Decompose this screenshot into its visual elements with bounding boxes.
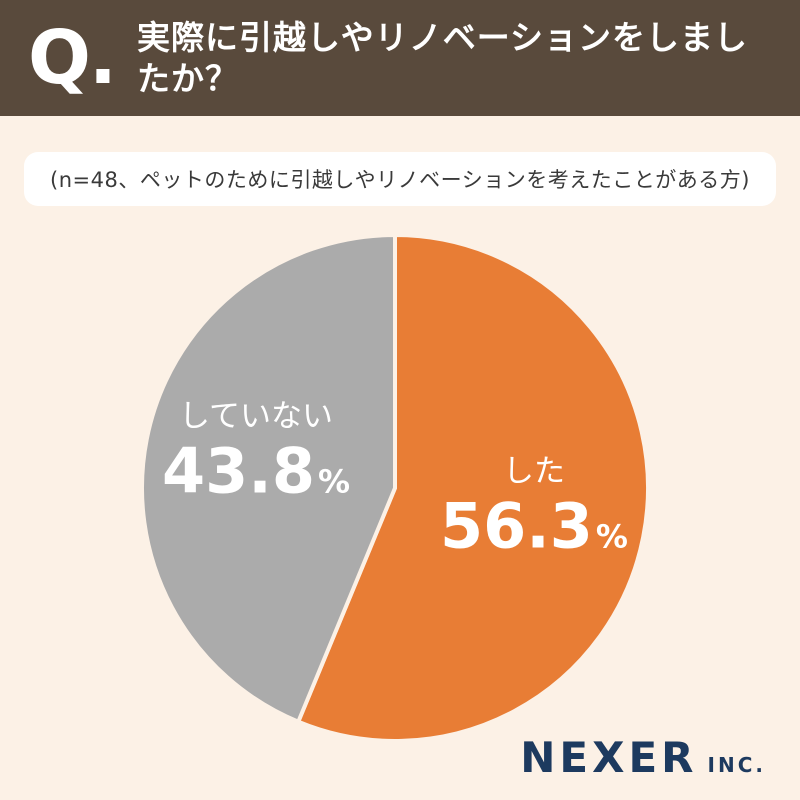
brand-logo: NEXER INC. [520,733,766,782]
page-title: 実際に引越しやリノベーションをしましたか？ [137,17,749,98]
slice-label-1: していない [179,398,333,434]
q-mark: Q. [28,15,117,101]
sample-note: (n=48、ペットのために引越しやリノベーションを考えたことがある方) [24,152,776,206]
pie-slice-0 [296,233,650,743]
question-header: Q. 実際に引越しやリノベーションをしましたか？ [0,0,800,116]
brand-name: NEXER [520,733,698,782]
brand-suffix: INC. [707,753,766,777]
slice-label-0: した [503,454,565,490]
pie-chart: した 56.3% していない 43.8% [0,206,800,776]
pie-slice-1 [140,233,397,724]
subtitle-row: (n=48、ペットのために引越しやリノベーションを考えたことがある方) [0,152,800,206]
